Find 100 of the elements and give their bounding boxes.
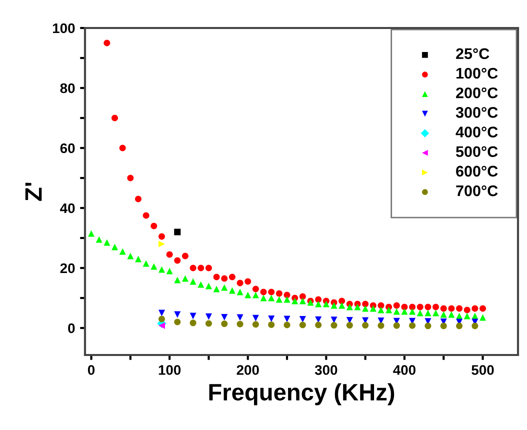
point: [190, 320, 196, 326]
point: [213, 286, 220, 292]
legend-label: 600°C: [456, 166, 498, 177]
point: [119, 144, 126, 152]
point: [190, 264, 196, 272]
point: [268, 288, 275, 296]
point: [416, 304, 424, 310]
point: [158, 310, 165, 316]
point: [127, 252, 134, 260]
point: [252, 292, 259, 298]
point: [174, 257, 181, 264]
point: [401, 308, 408, 315]
point: [158, 316, 165, 322]
point: [472, 322, 478, 330]
point: [424, 310, 432, 316]
point: [166, 268, 173, 274]
y-tick-label: 80: [60, 83, 75, 94]
legend-label: 400°C: [456, 126, 498, 138]
point: [378, 322, 384, 329]
point: [236, 288, 244, 296]
point: [284, 316, 290, 322]
point: [158, 266, 165, 273]
point: [198, 281, 204, 288]
point: [252, 286, 259, 292]
point: [244, 292, 252, 298]
point: [150, 222, 158, 230]
point: [236, 280, 244, 286]
point: [440, 322, 447, 330]
point: [158, 322, 165, 329]
x-tick-label: 100: [158, 365, 181, 375]
point: [104, 239, 110, 246]
point: [393, 308, 400, 315]
point: [338, 298, 346, 304]
point: [236, 314, 244, 321]
point: [190, 312, 196, 320]
point: [221, 275, 228, 282]
point: [158, 240, 165, 248]
point: [276, 290, 282, 297]
point: [315, 316, 322, 323]
point: [228, 287, 236, 294]
point: [292, 298, 298, 304]
point: [88, 230, 95, 237]
point: [134, 196, 142, 202]
legend-label: 200°C: [456, 87, 498, 98]
x-tick-label: 0: [88, 365, 95, 375]
y-tick-label: 100: [52, 23, 75, 34]
point: [111, 114, 118, 122]
point: [480, 305, 486, 312]
x-tick-label: 500: [472, 365, 494, 375]
point: [299, 316, 306, 323]
point: [472, 305, 478, 312]
point: [244, 278, 252, 285]
point: [198, 264, 204, 272]
point: [464, 306, 470, 314]
point: [96, 236, 102, 243]
point: [236, 320, 244, 328]
point: [440, 305, 447, 312]
point: [252, 321, 259, 328]
point: [213, 274, 220, 280]
x-tick-label: 300: [314, 365, 338, 375]
point: [174, 228, 181, 236]
point: [268, 315, 275, 322]
point: [330, 302, 338, 309]
point: [205, 313, 212, 320]
point: [378, 306, 384, 314]
point: [424, 304, 432, 310]
point: [299, 293, 306, 300]
point: [104, 40, 110, 46]
point: [260, 294, 267, 302]
point: [432, 304, 440, 310]
point: [268, 294, 275, 302]
y-tick-label: 60: [60, 143, 75, 154]
point: [205, 264, 212, 272]
y-axis-title: Z': [25, 182, 42, 201]
y-tick-label: 20: [60, 263, 75, 274]
point: [190, 278, 196, 285]
point: [142, 212, 150, 219]
point: [228, 274, 236, 280]
point: [119, 248, 126, 255]
point: [409, 322, 416, 329]
point: [284, 296, 290, 303]
point: [386, 306, 392, 314]
point: [284, 322, 290, 328]
point: [182, 252, 188, 260]
point: [432, 310, 440, 316]
legend-label: 25°C: [456, 48, 490, 60]
point: [111, 244, 118, 250]
point: [134, 256, 142, 262]
point: [354, 304, 361, 310]
point: [480, 314, 486, 321]
point: [182, 275, 188, 282]
point: [440, 311, 447, 318]
point: [252, 314, 259, 322]
point: [268, 321, 275, 328]
point: [362, 305, 369, 312]
point: [362, 300, 369, 308]
point: [221, 314, 228, 320]
y-tick-label: 0: [68, 323, 75, 334]
point: [448, 311, 455, 318]
point: [322, 300, 330, 308]
